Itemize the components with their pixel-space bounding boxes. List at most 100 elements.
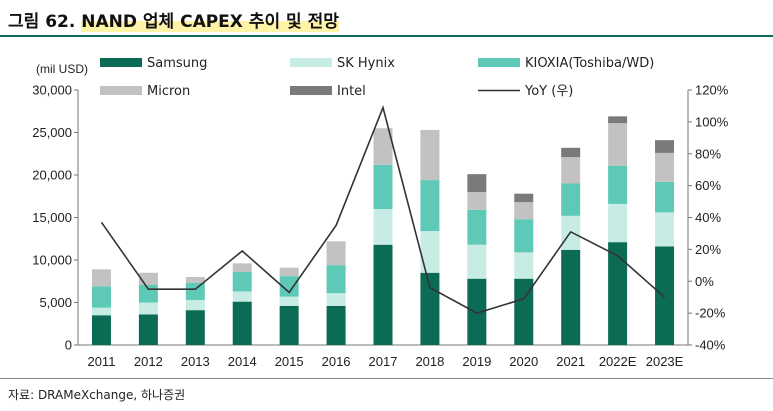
bar-segment (138, 272, 158, 285)
bar-segment (608, 165, 628, 204)
x-tick-label: 2018 (415, 354, 444, 369)
legend-swatch (478, 58, 520, 67)
figure-title: 그림 62. NAND 업체 CAPEX 추이 및 전망 (8, 7, 339, 32)
bar-segment (279, 267, 299, 277)
yoy-line-layer (100, 104, 666, 314)
bar-segment (279, 305, 299, 345)
bar-segment (185, 277, 205, 283)
bar-segment (138, 302, 158, 315)
legend-swatch (100, 86, 142, 95)
x-tick-label: 2011 (87, 354, 115, 369)
bar-segment (326, 305, 346, 345)
bar-segment (91, 315, 111, 345)
x-tick-label: 2020 (509, 354, 538, 369)
left-tick-label: 30,000 (32, 83, 72, 98)
x-tick-label: 2021 (556, 354, 585, 369)
x-tick-label: 2019 (462, 354, 491, 369)
bar-segment (326, 241, 346, 266)
right-tick-label: 20% (695, 242, 721, 257)
bar-segment (655, 152, 675, 182)
legend-swatch (290, 58, 332, 67)
bar-segment (561, 147, 581, 158)
source-divider (0, 378, 773, 379)
left-tick-label: 25,000 (32, 125, 72, 140)
legend: Samsung SK Hynix KIOXIA(Toshiba/WD) Micron I… (100, 56, 654, 99)
title-divider (0, 35, 773, 37)
right-tick-label: 0% (695, 274, 714, 289)
bar-segment (279, 276, 299, 297)
left-tick-label: 15,000 (32, 210, 72, 225)
source-note: 자료: DRAMeXchange, 하나증권 (8, 388, 186, 402)
bar-segment (138, 314, 158, 345)
bar-segment (467, 174, 487, 192)
bar-segment (467, 244, 487, 279)
right-tick-label: -40% (695, 338, 726, 353)
x-tick-label: 2022E (599, 354, 637, 369)
bar-segment (514, 202, 534, 220)
bar-segment (420, 180, 440, 232)
x-tick-label: 2012 (134, 354, 163, 369)
legend-swatch (290, 86, 332, 95)
bar-segment (467, 192, 487, 210)
bar-segment (467, 278, 487, 345)
bar-segment (279, 296, 299, 306)
yoy-line (100, 104, 666, 314)
bar-segment (561, 183, 581, 216)
legend-label: KIOXIA(Toshiba/WD) (525, 56, 654, 71)
x-axis: 2011 2012 2013 2014 2015 2016 2017 2018 2019 2020… (78, 344, 688, 369)
bar-segment (420, 231, 440, 273)
bar-segment (514, 219, 534, 253)
x-tick-label: 2013 (181, 354, 210, 369)
right-tick-label: 40% (695, 210, 721, 225)
x-tick-label: 2015 (275, 354, 304, 369)
bar-segment (373, 209, 393, 245)
right-tick-label: 100% (695, 114, 729, 129)
bar-segment (373, 128, 393, 165)
title-bar: 그림 62. NAND 업체 CAPEX 추이 및 전망 (0, 0, 773, 37)
legend-label: Samsung (147, 56, 207, 71)
x-tick-label: 2016 (322, 354, 351, 369)
bar-segment (514, 193, 534, 203)
right-tick-label: 80% (695, 146, 721, 161)
bar-segment (91, 269, 111, 287)
x-tick-label: 2014 (228, 354, 257, 369)
bar-segment (326, 293, 346, 306)
left-tick-label: 0 (65, 338, 72, 353)
bar-segment (232, 271, 252, 292)
legend-label: Intel (337, 84, 366, 99)
bar-segment (608, 116, 628, 124)
right-tick-label: 120% (695, 83, 729, 98)
bar-segment (326, 265, 346, 294)
bar-segment (185, 310, 205, 345)
bar-segment (655, 181, 675, 213)
bar-segment (232, 291, 252, 302)
bar-segment (373, 244, 393, 345)
bar-segment (467, 209, 487, 245)
bar-segment (514, 278, 534, 345)
right-tick-label: -20% (695, 306, 726, 321)
bar-segment (608, 242, 628, 345)
bar-segment (420, 129, 440, 181)
right-tick-label: 60% (695, 178, 721, 193)
left-tick-label: 10,000 (32, 253, 72, 268)
chart: Samsung SK Hynix KIOXIA(Toshiba/WD) Micron I… (32, 56, 729, 369)
bar-segment (185, 282, 205, 300)
bar-segment (373, 164, 393, 209)
bar-segment (608, 123, 628, 166)
bars (91, 116, 675, 345)
bar-segment (561, 249, 581, 345)
bar-segment (185, 299, 205, 311)
figure-title-text: NAND 업체 CAPEX 추이 및 전망 (81, 12, 339, 32)
bar-segment (91, 307, 111, 316)
legend-label: YoY (우) (524, 84, 573, 99)
x-tick-label: 2023E (646, 354, 684, 369)
right-y-axis: -40% -20% 0% 20% 40% 60% 80% 100% 120% (687, 83, 729, 353)
legend-label: SK Hynix (337, 56, 395, 71)
bar-segment (608, 203, 628, 243)
bar-segment (655, 212, 675, 247)
legend-swatch (100, 58, 142, 67)
bar-segment (655, 140, 675, 153)
bar-segment (561, 157, 581, 184)
bar-segment (138, 284, 158, 303)
left-tick-label: 5,000 (39, 295, 72, 310)
